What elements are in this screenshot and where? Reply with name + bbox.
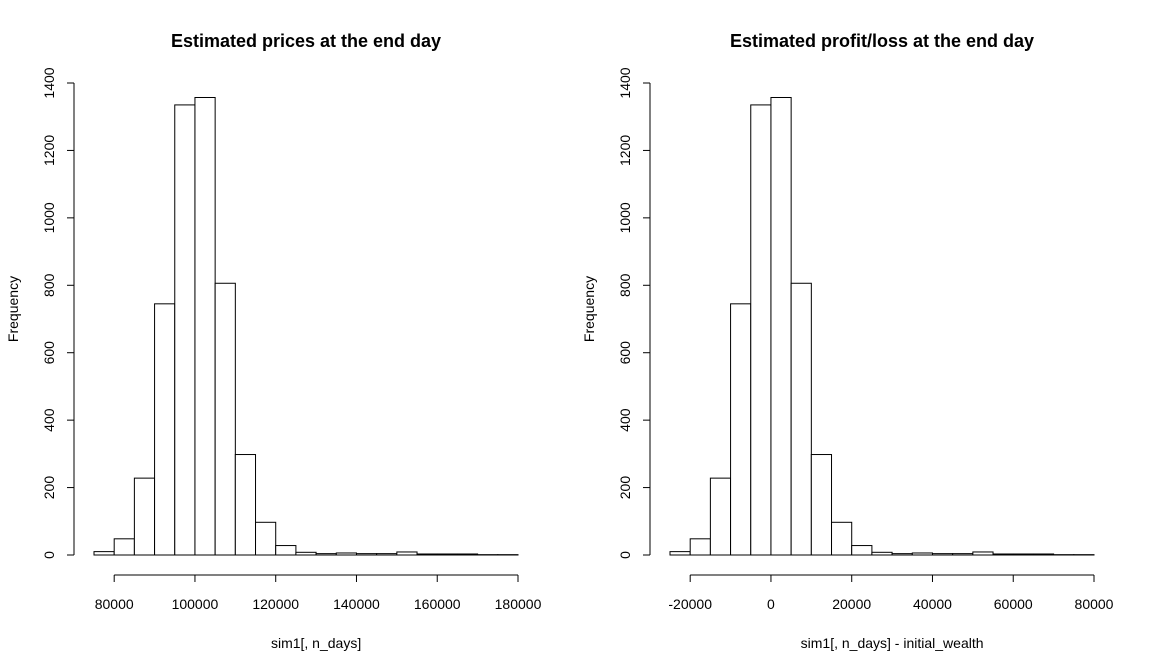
- left-x-tick-label: 80000: [95, 596, 134, 612]
- left-bar: [315, 553, 337, 556]
- left-bar: [133, 477, 156, 556]
- left-bar: [456, 553, 479, 556]
- right-bar: [709, 477, 732, 556]
- right-x-tick-label: 0: [767, 596, 775, 612]
- left-y-tick-label: 800: [41, 273, 57, 297]
- right-chart-title: Estimated profit/loss at the end day: [730, 31, 1034, 51]
- right-bar: [952, 553, 974, 556]
- right-y-tick-label: 800: [617, 273, 633, 297]
- right-bar: [851, 545, 873, 556]
- left-y-tick-label: 1400: [41, 67, 57, 98]
- left-y-axis-label: Frequency: [5, 276, 21, 342]
- right-bar: [992, 553, 1014, 556]
- right-y-tick-label: 200: [617, 476, 633, 500]
- right-x-axis-label: sim1[, n_days] - initial_wealth: [801, 635, 984, 651]
- left-y-tick-label: 1200: [41, 135, 57, 166]
- right-y-axis-label: Frequency: [581, 276, 597, 342]
- right-y-tick-label: 600: [617, 341, 633, 365]
- right-x-axis: -20000 0 20000 40000 60000 80000: [668, 574, 1114, 612]
- left-bar: [214, 282, 236, 556]
- right-x-tick-label: 40000: [913, 596, 952, 612]
- left-y-tick-label: 1000: [41, 202, 57, 233]
- right-x-tick-label: 20000: [832, 596, 871, 612]
- left-bar: [194, 96, 216, 556]
- left-x-tick-label: 180000: [495, 596, 542, 612]
- left-y-tick-label: 600: [41, 341, 57, 365]
- left-bar: [154, 303, 176, 556]
- right-bar: [972, 551, 994, 556]
- left-bar: [275, 545, 297, 556]
- left-bar: [234, 454, 257, 556]
- left-chart-title: Estimated prices at the end day: [171, 31, 441, 51]
- left-x-tick-label: 140000: [333, 596, 380, 612]
- left-bar: [93, 551, 115, 556]
- left-bar: [335, 552, 357, 556]
- left-bar: [295, 551, 317, 556]
- right-bar: [931, 553, 954, 556]
- right-histogram: Estimated profit/loss at the end day -200…: [581, 31, 1114, 651]
- left-x-tick-label: 100000: [172, 596, 219, 612]
- right-bar: [790, 282, 812, 556]
- right-x-tick-label: 80000: [1075, 596, 1114, 612]
- left-x-tick-label: 160000: [414, 596, 461, 612]
- right-y-tick-label: 1000: [617, 202, 633, 233]
- right-bar: [689, 538, 711, 556]
- right-bars: [669, 96, 1095, 556]
- right-bar: [1012, 553, 1034, 556]
- right-bar: [730, 303, 752, 556]
- right-bar: [1032, 553, 1055, 556]
- right-bar: [871, 551, 893, 556]
- right-bar: [891, 553, 913, 556]
- left-bar: [113, 538, 135, 556]
- left-x-tick-label: 120000: [252, 596, 299, 612]
- left-bar: [436, 553, 458, 556]
- left-y-tick-label: 400: [41, 408, 57, 432]
- left-histogram: Estimated prices at the end day 80000 1000…: [5, 31, 542, 651]
- right-bar: [831, 521, 853, 556]
- right-y-tick-label: 1400: [617, 67, 633, 98]
- left-y-tick-label: 200: [41, 476, 57, 500]
- right-bar: [810, 454, 833, 556]
- right-y-tick-label: 1200: [617, 135, 633, 166]
- left-y-tick-label: 0: [41, 551, 57, 559]
- left-bar: [416, 553, 438, 556]
- left-bar: [396, 551, 418, 556]
- right-x-tick-label: 60000: [994, 596, 1033, 612]
- right-y-tick-label: 0: [617, 551, 633, 559]
- left-y-axis: 0 200 400 600 800 1000 1200 1400: [41, 67, 75, 559]
- left-bars: [93, 96, 519, 556]
- left-bar: [376, 553, 398, 556]
- left-bar: [355, 553, 378, 556]
- left-x-axis-label: sim1[, n_days]: [271, 635, 361, 651]
- right-y-axis: 0 200 400 600 800 1000 1200 1400: [617, 67, 651, 559]
- left-x-axis: 80000 100000 120000 140000 160000 180000: [95, 574, 542, 612]
- left-bar: [255, 521, 277, 556]
- right-bar: [770, 96, 792, 556]
- right-bar: [750, 104, 772, 556]
- right-bar: [911, 552, 933, 556]
- right-bar: [669, 551, 691, 556]
- left-bar: [174, 104, 196, 556]
- right-x-tick-label: -20000: [668, 596, 712, 612]
- right-y-tick-label: 400: [617, 408, 633, 432]
